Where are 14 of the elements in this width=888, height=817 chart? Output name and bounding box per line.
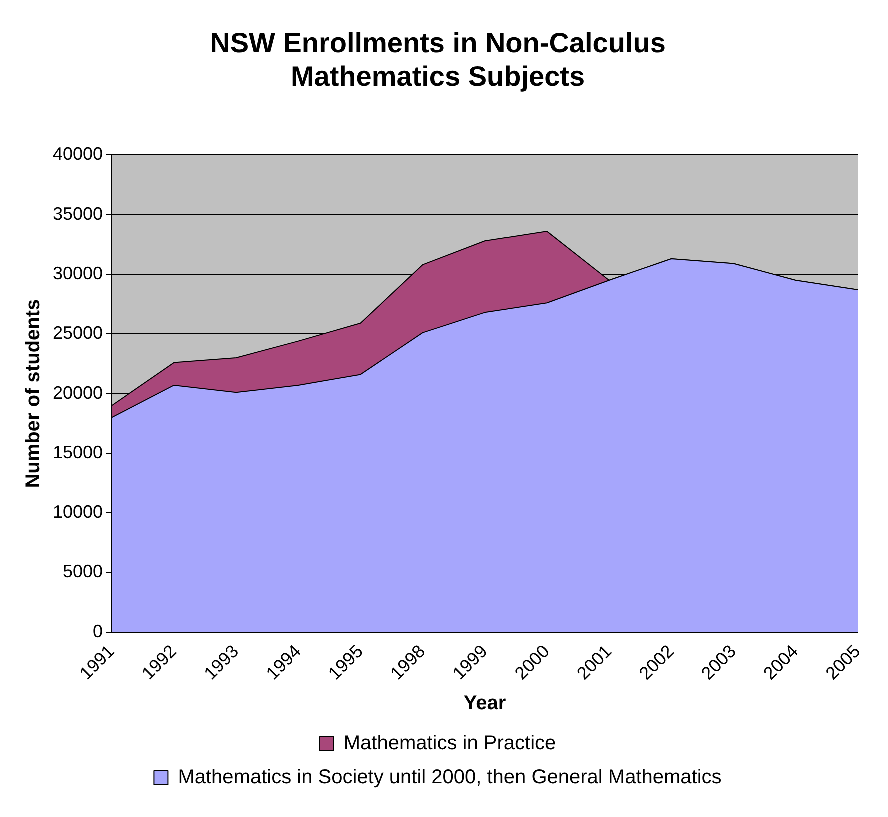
y-tick-label: 0 (93, 621, 104, 642)
y-tick-label: 25000 (52, 323, 104, 344)
legend-label: Mathematics in Practice (344, 732, 556, 755)
y-tick-label: 20000 (52, 382, 104, 403)
y-tick-label: 5000 (63, 562, 104, 582)
x-axis-title: Year (464, 692, 506, 715)
y-tick-label: 35000 (52, 204, 104, 224)
y-tick-label: 30000 (52, 263, 104, 284)
legend-label: Mathematics in Society until 2000, then General Mathematics (178, 766, 722, 789)
chart-title: NSW Enrollments in Non-Calculus Mathematics Subjects (210, 28, 666, 92)
y-tick-label: 15000 (52, 442, 104, 462)
y-tick-label: 10000 (52, 502, 104, 522)
y-tick-label: 40000 (52, 144, 104, 164)
y-axis-title: Number of students (22, 299, 45, 488)
